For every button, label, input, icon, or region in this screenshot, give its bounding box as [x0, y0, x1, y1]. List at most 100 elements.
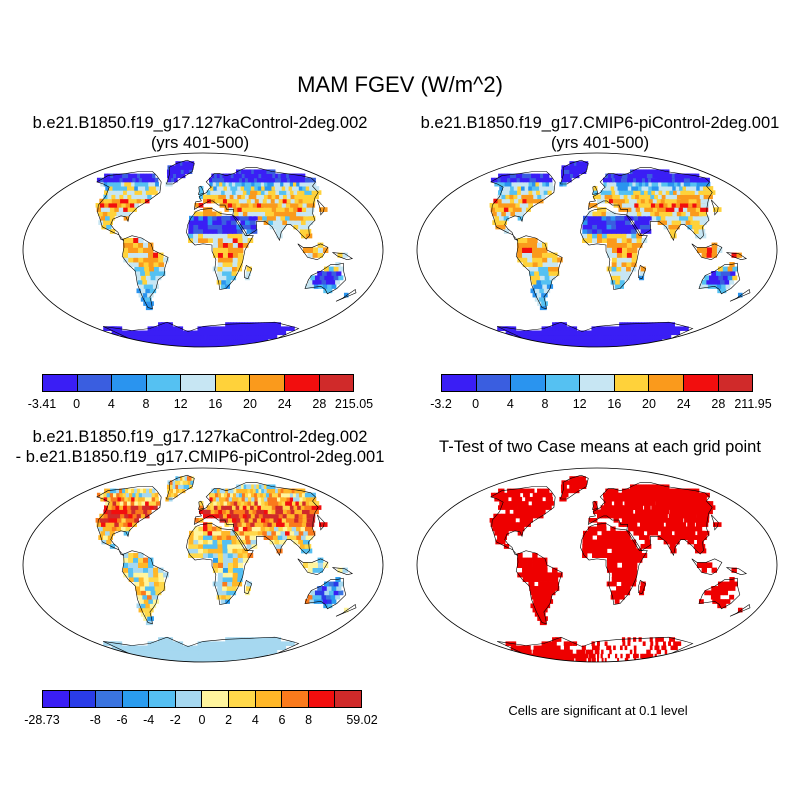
grid-cell [268, 326, 272, 331]
grid-cell [223, 326, 227, 331]
grid-cell [244, 509, 252, 515]
grid-cell [616, 572, 623, 578]
grid-cell [534, 297, 542, 302]
grid-cell [542, 557, 548, 563]
grid-cell [237, 577, 243, 582]
grid-cell [212, 342, 215, 347]
grid-cell [683, 326, 687, 331]
grid-cell [546, 284, 554, 289]
grid-cell [592, 548, 598, 554]
grid-cell [207, 645, 211, 651]
grid-cell [621, 334, 625, 340]
grid-cell [253, 215, 260, 221]
grid-cell [271, 522, 279, 527]
grid-cell [616, 198, 623, 204]
grid-cell [250, 198, 258, 204]
grid-cell [216, 530, 223, 536]
grid-cell [690, 211, 698, 217]
grid-cell [263, 637, 268, 642]
grid-cell [237, 334, 241, 340]
grid-cell [622, 326, 626, 331]
grid-cell [296, 220, 304, 225]
grid-cell [258, 330, 261, 336]
grid-cell [544, 275, 551, 281]
grid-cell [253, 505, 261, 510]
grid-cell [620, 539, 627, 545]
grid-cell [611, 275, 617, 281]
grid-cell [631, 242, 638, 248]
grid-cell [572, 641, 578, 646]
grid-cell [115, 509, 120, 515]
grid-cell [621, 242, 628, 248]
grid-cell [246, 581, 252, 587]
grid-cell [105, 501, 110, 506]
grid-cell [626, 342, 629, 347]
grid-cell [692, 215, 701, 221]
grid-cell [236, 202, 243, 208]
grid-cell [652, 513, 660, 519]
grid-cell [111, 194, 116, 200]
grid-cell [241, 509, 248, 515]
grid-cell [123, 522, 129, 527]
grid-cell [564, 165, 567, 170]
grid-cell [134, 488, 138, 494]
grid-cell [669, 228, 676, 234]
grid-cell [246, 190, 253, 195]
grid-cell [222, 194, 228, 200]
grid-cell [203, 220, 209, 225]
grid-cell [541, 194, 546, 200]
grid-cell [534, 288, 542, 294]
grid-cell [537, 557, 543, 563]
grid-cell [617, 342, 620, 347]
grid-cell [644, 334, 647, 340]
grid-cell [582, 228, 588, 234]
grid-cell [198, 548, 204, 554]
grid-cell [247, 211, 254, 217]
grid-cell [265, 211, 272, 217]
grid-cell [611, 233, 618, 239]
grid-cell [701, 279, 707, 285]
grid-cell [235, 649, 239, 655]
grid-cell [98, 526, 104, 532]
coastline [166, 474, 195, 500]
grid-cell [583, 484, 587, 489]
grid-cell [153, 572, 159, 578]
grid-cell [498, 190, 503, 195]
grid-cell [604, 194, 610, 200]
grid-cell [274, 334, 278, 340]
coastline [729, 604, 751, 617]
grid-cell [543, 288, 551, 294]
grid-cell [123, 552, 129, 558]
grid-cell [528, 517, 533, 523]
grid-cell [234, 211, 240, 217]
grid-cell [576, 653, 582, 659]
grid-cell [123, 237, 129, 243]
grid-cell [133, 572, 140, 578]
grid-cell [660, 513, 668, 519]
grid-cell [326, 594, 331, 600]
grid-cell [187, 165, 191, 170]
grid-cell [207, 657, 210, 662]
grid-cell [599, 326, 603, 331]
grid-cell [283, 645, 287, 651]
grid-cell [522, 262, 529, 267]
grid-cell [296, 526, 304, 532]
grid-cell [547, 262, 554, 267]
grid-cell [237, 207, 244, 212]
grid-cell [128, 173, 132, 179]
grid-cell [613, 173, 619, 179]
grid-cell [206, 657, 209, 662]
grid-cell [692, 517, 701, 523]
grid-cell [235, 190, 242, 195]
grid-cell [597, 228, 603, 234]
grid-cell [646, 517, 654, 523]
grid-cell [619, 334, 623, 340]
grid-cell [632, 513, 639, 519]
grid-cell [316, 279, 322, 285]
grid-cell [306, 198, 316, 204]
grid-cell [147, 616, 154, 621]
grid-cell [501, 526, 507, 532]
grid-cell [134, 186, 139, 191]
grid-cell [133, 262, 140, 267]
grid-cell [582, 548, 588, 554]
